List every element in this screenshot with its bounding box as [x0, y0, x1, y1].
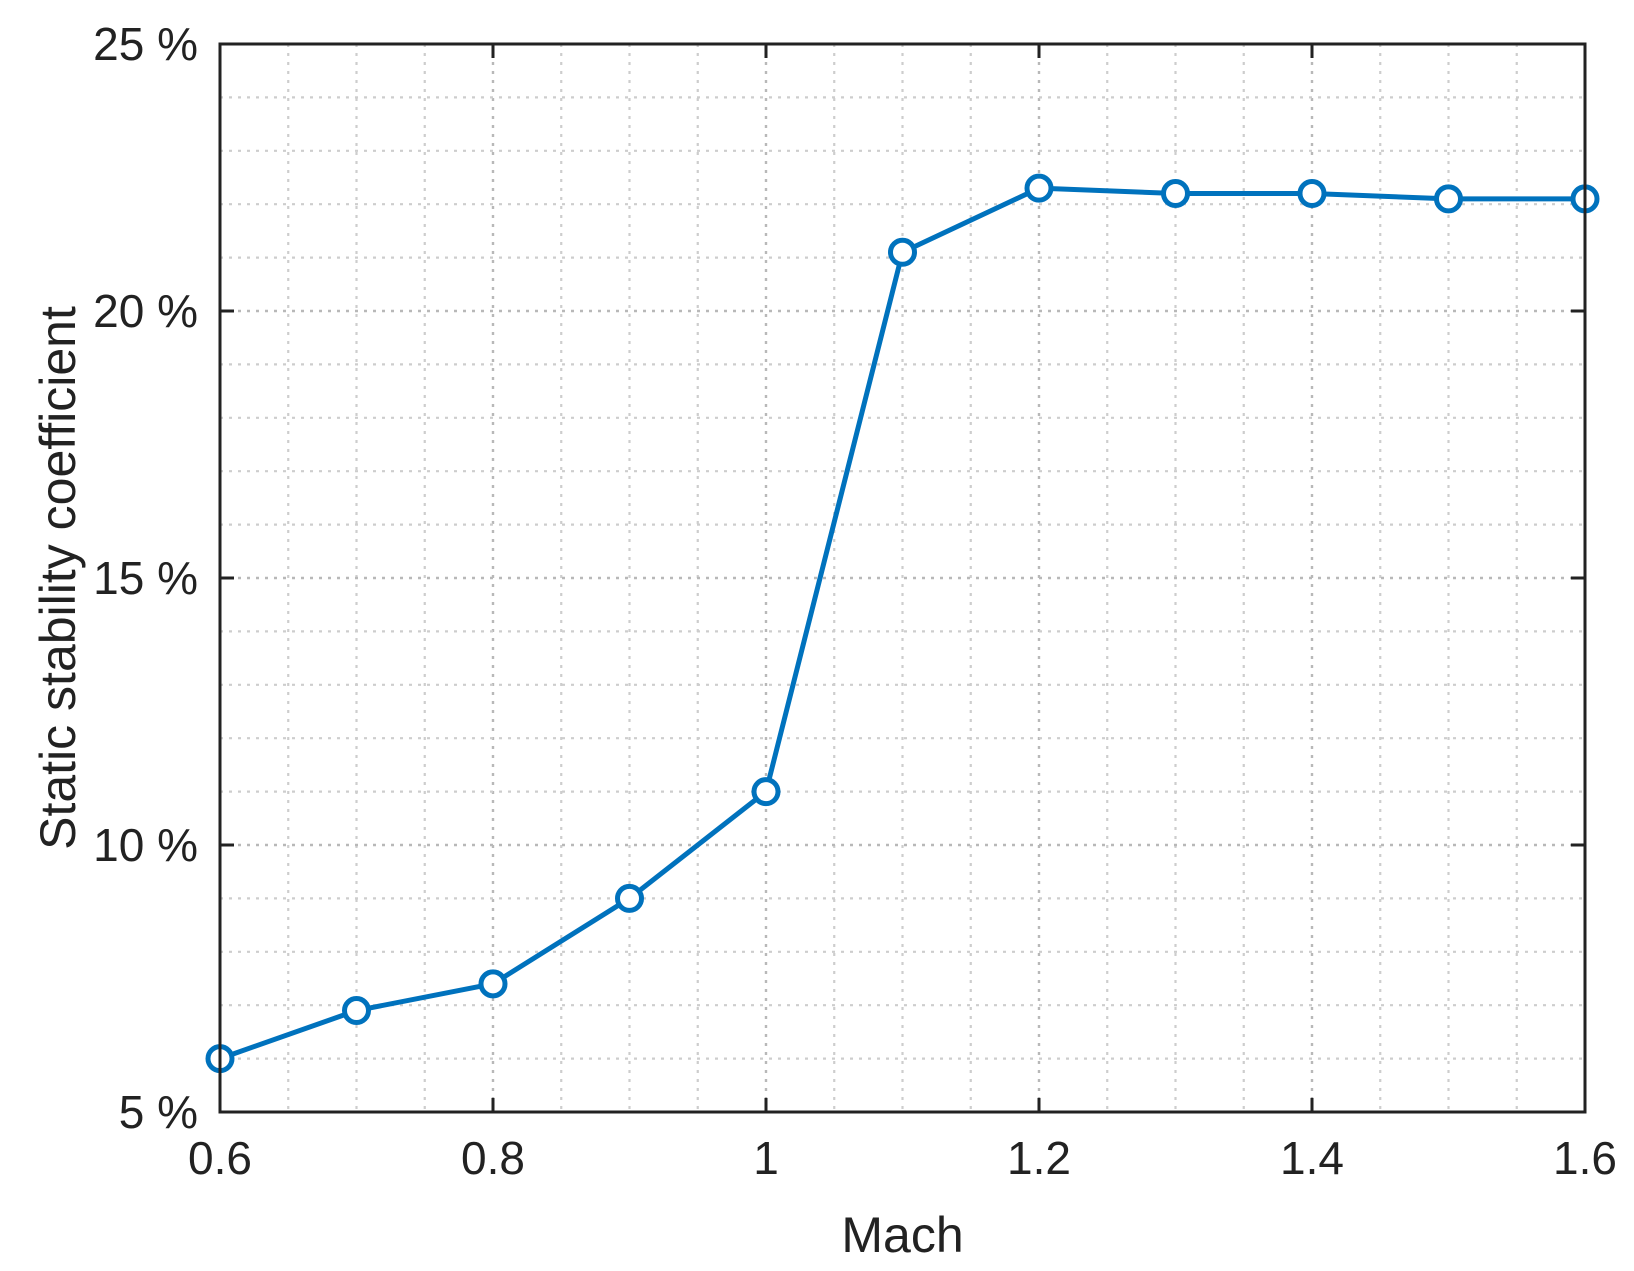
- data-point: [888, 237, 917, 267]
- data-point: [1161, 179, 1190, 209]
- x-tick-label: 1.2: [1007, 1132, 1071, 1184]
- data-point: [615, 883, 644, 913]
- axis-ticks: [218, 42, 1587, 1114]
- y-axis-label: Static stability coefficient: [30, 306, 86, 850]
- data-point: [478, 969, 508, 999]
- y-tick-labels: 5 % 10 % 15 % 20 % 25 %: [93, 18, 198, 1138]
- data-point: [1297, 179, 1327, 209]
- x-tick-label: 0.6: [188, 1132, 252, 1184]
- y-tick-label: 10 %: [93, 819, 198, 871]
- x-tick-label: 1.4: [1280, 1132, 1344, 1184]
- data-point: [342, 996, 371, 1026]
- x-tick-labels: 0.6 0.8 1 1.2 1.4 1.6: [188, 1132, 1617, 1184]
- data-point: [751, 777, 781, 807]
- data-point: [1024, 173, 1054, 203]
- x-tick-label: 0.8: [461, 1132, 525, 1184]
- y-tick-label: 20 %: [93, 285, 198, 337]
- x-axis-label: Mach: [841, 1207, 963, 1263]
- y-tick-label: 5 %: [119, 1086, 198, 1138]
- x-tick-label: 1: [753, 1132, 779, 1184]
- y-tick-label: 15 %: [93, 552, 198, 604]
- grid: [220, 44, 1585, 1112]
- y-tick-label: 25 %: [93, 18, 198, 70]
- x-tick-label: 1.6: [1553, 1132, 1617, 1184]
- data-point: [1434, 184, 1463, 214]
